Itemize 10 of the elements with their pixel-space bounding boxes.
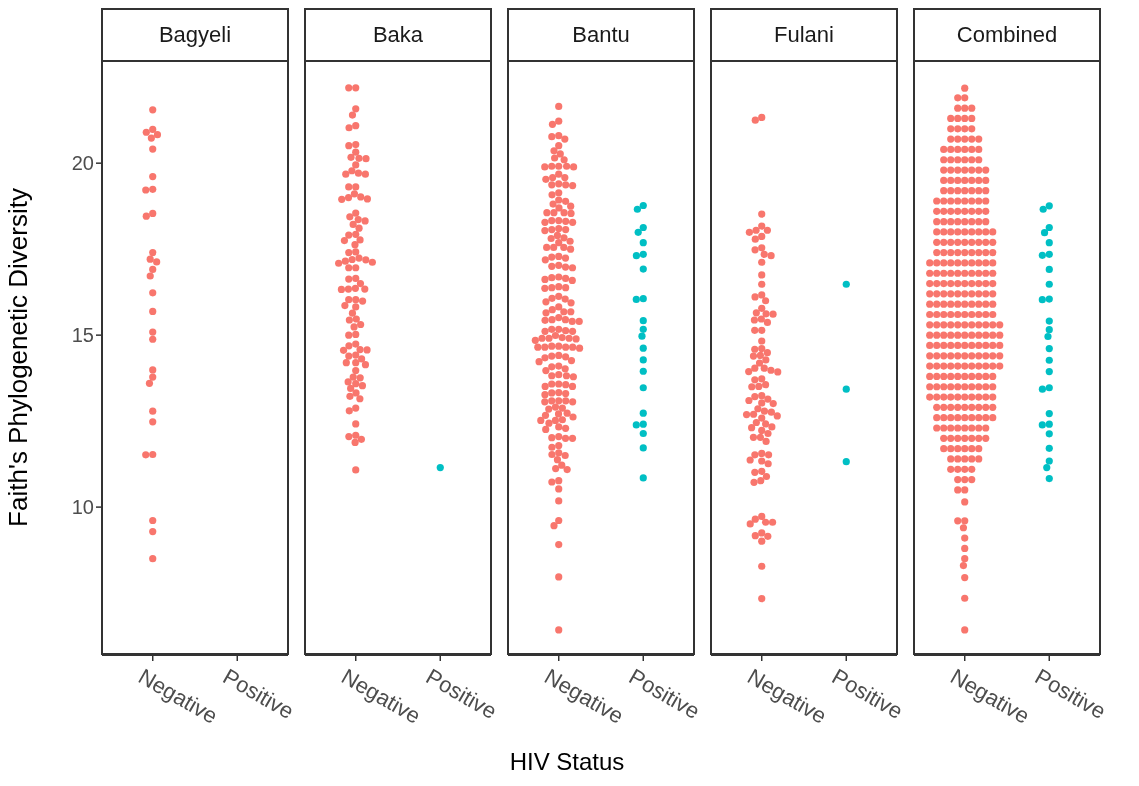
chart-title: Fulani bbox=[774, 22, 834, 48]
y-axis-title: Faith's Phylogenetic Diversity bbox=[3, 188, 34, 527]
y-tick-label: 15 bbox=[71, 324, 94, 347]
y-tick-label: 10 bbox=[71, 496, 94, 519]
x-axis-title: HIV Status bbox=[508, 748, 626, 776]
chart-title: Baka bbox=[372, 22, 424, 48]
chart-title: Combined bbox=[956, 22, 1058, 48]
chart-title: Bantu bbox=[572, 22, 630, 48]
chart-title: Bagyeli bbox=[158, 22, 232, 48]
y-tick-label: 20 bbox=[71, 152, 94, 175]
